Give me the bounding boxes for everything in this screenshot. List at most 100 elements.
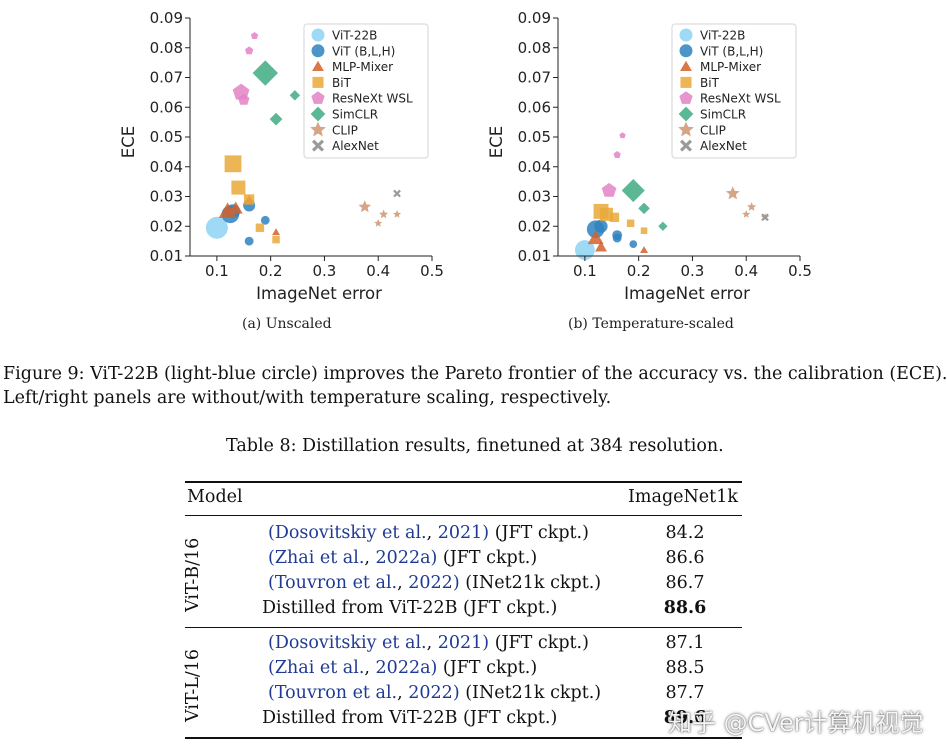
x-tick-label: 0.1 xyxy=(205,262,229,280)
y-tick-label: 0.07 xyxy=(150,69,183,87)
y-tick-label: 0.09 xyxy=(518,9,551,27)
table-top-rule xyxy=(185,481,742,483)
point-resnext-wsl-3 xyxy=(250,32,259,39)
model-text: , xyxy=(426,633,438,653)
citation-link[interactable]: Zhai et al. xyxy=(274,658,365,678)
legend-label-alexnet: AlexNet xyxy=(332,139,379,153)
y-tick-label: 0.05 xyxy=(150,128,183,146)
x-axis-label: ImageNet error xyxy=(624,284,750,303)
legend-marker-bit xyxy=(680,76,692,88)
accuracy-cell: 88.5 xyxy=(665,658,705,678)
x-axis-label: ImageNet error xyxy=(256,284,382,303)
legend-label-clip: CLIP xyxy=(332,123,358,137)
subcaption-unscaled: (a) Unscaled xyxy=(242,316,332,332)
table-header-rule xyxy=(185,515,742,516)
citation-link[interactable]: 2021 xyxy=(437,633,483,653)
point-resnext-wsl-1 xyxy=(613,151,621,158)
citation-link[interactable]: Touvron et al. xyxy=(274,573,398,593)
point-alexnet-0 xyxy=(393,189,401,198)
point-vit-b-l-h-4 xyxy=(244,236,254,246)
model-cell: Distilled from ViT-22B (JFT ckpt.) xyxy=(262,708,557,728)
point-vit-b-l-h-3 xyxy=(260,215,270,225)
citation-link[interactable]: 2022a xyxy=(375,658,431,678)
y-tick-label: 0.01 xyxy=(150,247,183,265)
y-tick-label: 0.08 xyxy=(518,39,551,57)
citation-link[interactable]: Touvron et al. xyxy=(274,683,398,703)
point-simclr-1 xyxy=(269,112,283,126)
x-tick-label: 0.2 xyxy=(259,262,283,280)
point-bit-3 xyxy=(626,219,635,228)
accuracy-cell: 89.6 xyxy=(663,708,707,728)
series-resnext-wsl xyxy=(232,32,259,105)
legend-marker-simclr xyxy=(310,106,326,122)
accuracy-cell: 84.2 xyxy=(665,523,705,543)
legend-marker-vit-b-l-h xyxy=(679,44,693,58)
series-bit xyxy=(593,203,648,234)
model-text: ( xyxy=(268,683,275,703)
legend-label-resnext-wsl: ResNeXt WSL xyxy=(700,92,781,106)
model-text: , xyxy=(426,523,438,543)
legend-marker-alexnet xyxy=(311,139,325,152)
model-text: ) xyxy=(430,658,438,678)
point-mlp-mixer-1 xyxy=(228,201,243,214)
accuracy-cell: 86.6 xyxy=(665,548,705,568)
watermark: 知乎 @CVer计算机视觉 xyxy=(668,709,924,737)
point-simclr-0 xyxy=(252,60,278,86)
legend-marker-vit-22b xyxy=(311,28,325,42)
point-simclr-2 xyxy=(658,221,668,231)
series-simclr xyxy=(621,179,668,231)
point-mlp-mixer-1 xyxy=(595,241,608,252)
legend-box xyxy=(671,23,797,159)
legend-marker-vit-22b xyxy=(679,28,693,42)
accuracy-cell: 87.1 xyxy=(665,633,705,653)
legend-marker-vit-b-l-h xyxy=(311,44,325,58)
y-tick-label: 0.02 xyxy=(150,217,183,235)
point-resnext-wsl-1 xyxy=(238,93,250,105)
legend-marker-simclr xyxy=(678,106,694,122)
subcaption-temperature-scaled: (b) Temperature-scaled xyxy=(568,316,734,332)
series-vit-b-l-h xyxy=(586,219,638,248)
point-clip-1 xyxy=(742,210,751,218)
model-text: ( xyxy=(268,548,275,568)
series-vit-22b xyxy=(574,240,595,260)
citation-link[interactable]: Dosovitskiy et al. xyxy=(274,633,427,653)
legend-label-vit-b-l-h: ViT (B,L,H) xyxy=(700,44,763,58)
model-text: ( xyxy=(268,573,275,593)
model-cell: (Zhai et al., 2022a) (JFT ckpt.) xyxy=(268,548,537,568)
citation-link[interactable]: 2022 xyxy=(408,683,453,703)
y-tick-label: 0.06 xyxy=(150,98,183,116)
model-cell: (Zhai et al., 2022a) (JFT ckpt.) xyxy=(268,658,537,678)
citation-link[interactable]: 2022 xyxy=(408,573,453,593)
model-cell: (Dosovitskiy et al., 2021) (JFT ckpt.) xyxy=(268,523,589,543)
x-tick-label: 0.5 xyxy=(420,262,444,280)
legend-label-bit: BiT xyxy=(332,76,352,90)
citation-link[interactable]: Dosovitskiy et al. xyxy=(274,523,427,543)
point-clip-0 xyxy=(358,200,372,213)
y-axis-label: ECE xyxy=(487,126,506,158)
y-axis-label: ECE xyxy=(119,126,138,158)
point-vit-22b-0 xyxy=(205,216,228,239)
model-text: ( xyxy=(268,633,275,653)
model-text: ( xyxy=(268,523,275,543)
table-header-model: Model xyxy=(187,487,243,507)
point-resnext-wsl-0 xyxy=(601,182,617,197)
legend-label-bit: BiT xyxy=(700,76,720,90)
legend-label-vit-b-l-h: ViT (B,L,H) xyxy=(332,44,395,58)
chart-unscaled: 0.1 0.2 0.3 0.4 0.5 0.01 0.02 0.03 0.04 0.05 0.06 0… xyxy=(119,9,444,303)
model-text: (INet21k ckpt.) xyxy=(459,683,602,703)
model-cell: (Touvron et al., 2022) (INet21k ckpt.) xyxy=(268,573,601,593)
model-text: , xyxy=(364,548,376,568)
point-vit-b-l-h-1 xyxy=(594,219,608,233)
model-text: , xyxy=(397,683,409,703)
citation-link[interactable]: 2021 xyxy=(437,523,483,543)
citation-link[interactable]: 2022a xyxy=(375,548,431,568)
x-tick-label: 0.5 xyxy=(788,262,812,280)
point-mlp-mixer-2 xyxy=(640,246,649,254)
series-alexnet xyxy=(761,213,769,222)
legend-label-mlp-mixer: MLP-Mixer xyxy=(700,60,761,74)
legend-marker-mlp-mixer xyxy=(312,60,324,71)
point-alexnet-0 xyxy=(761,213,769,222)
y-tick-label: 0.03 xyxy=(150,188,183,206)
citation-link[interactable]: Zhai et al. xyxy=(274,548,365,568)
